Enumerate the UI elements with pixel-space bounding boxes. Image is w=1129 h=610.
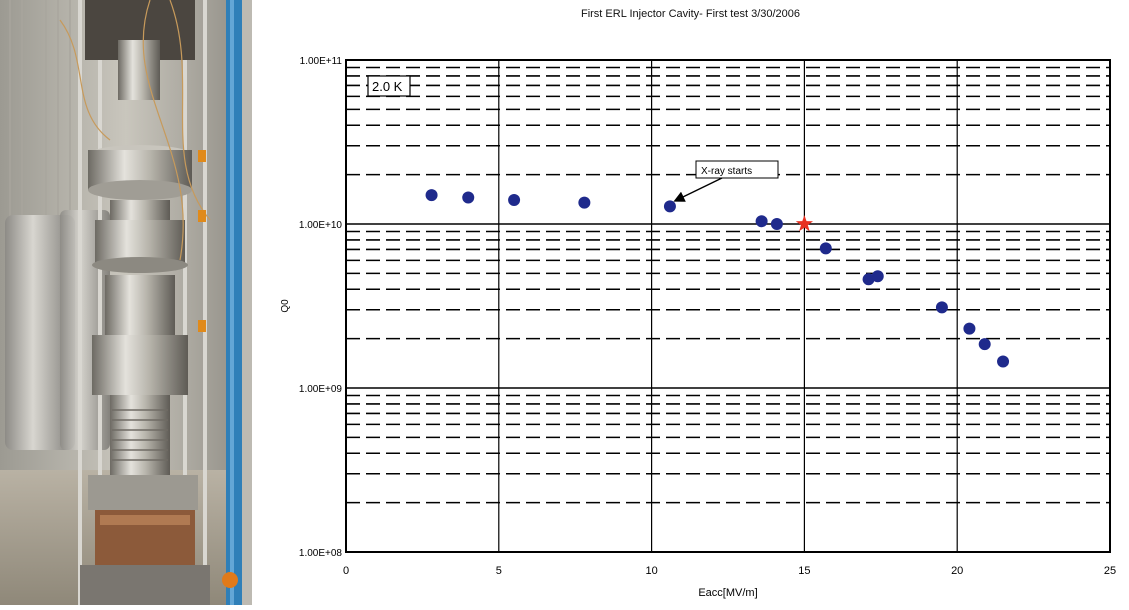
data-point [578,196,591,209]
y-axis-label: Q0 [280,299,291,313]
tick-labels: 0 5 10 15 20 25 1.00E+08 1.00E+09 1.00E+10 1.00E+… [299,56,1116,577]
y-tick-label: 1.00E+08 [299,548,343,559]
x-tick-label: 10 [645,565,657,577]
temperature-annotation: 2.0 K [367,75,411,97]
star-data-point [795,215,813,232]
x-tick-label: 0 [343,565,349,577]
x-tick-label: 25 [1104,565,1116,577]
plot-frame [345,59,1111,553]
data-point [425,189,438,202]
x-axis-label: Eacc[MV/m] [698,587,757,599]
data-point [978,338,991,351]
data-point [871,270,884,283]
data-point [997,355,1010,368]
data-point [755,215,768,228]
y-tick-label: 1.00E+09 [299,384,343,395]
y-tick-label: 1.00E+10 [299,220,343,231]
xray-label: X-ray starts [701,166,752,177]
xray-annotation: X-ray starts [673,160,779,202]
x-tick-label: 15 [798,565,810,577]
data-point [508,194,521,207]
grid [346,60,1110,552]
cavity-cryostat-photo-icon [0,0,252,605]
data-point [935,301,948,314]
chart-title: First ERL Injector Cavity- First test 3/… [580,8,801,20]
data-point [819,242,832,255]
data-point [862,273,875,286]
y-tick-label: 1.00E+11 [300,56,343,67]
cavity-photo [0,0,252,605]
data-point [770,218,783,230]
temperature-label: 2.0 K [372,79,403,94]
x-tick-label: 20 [951,565,963,577]
data-point [963,322,976,335]
xray-arrow [673,177,723,202]
data-point [663,200,676,213]
data-point [462,191,475,204]
chart-canvas: 0 5 10 15 20 25 1.00E+08 1.00E+09 1.00E+10 1.00E+… [280,56,1116,599]
data-points [425,189,1010,368]
q0-vs-eacc-chart: First ERL Injector Cavity- First test 3/… [252,0,1129,605]
x-tick-label: 5 [496,565,502,577]
